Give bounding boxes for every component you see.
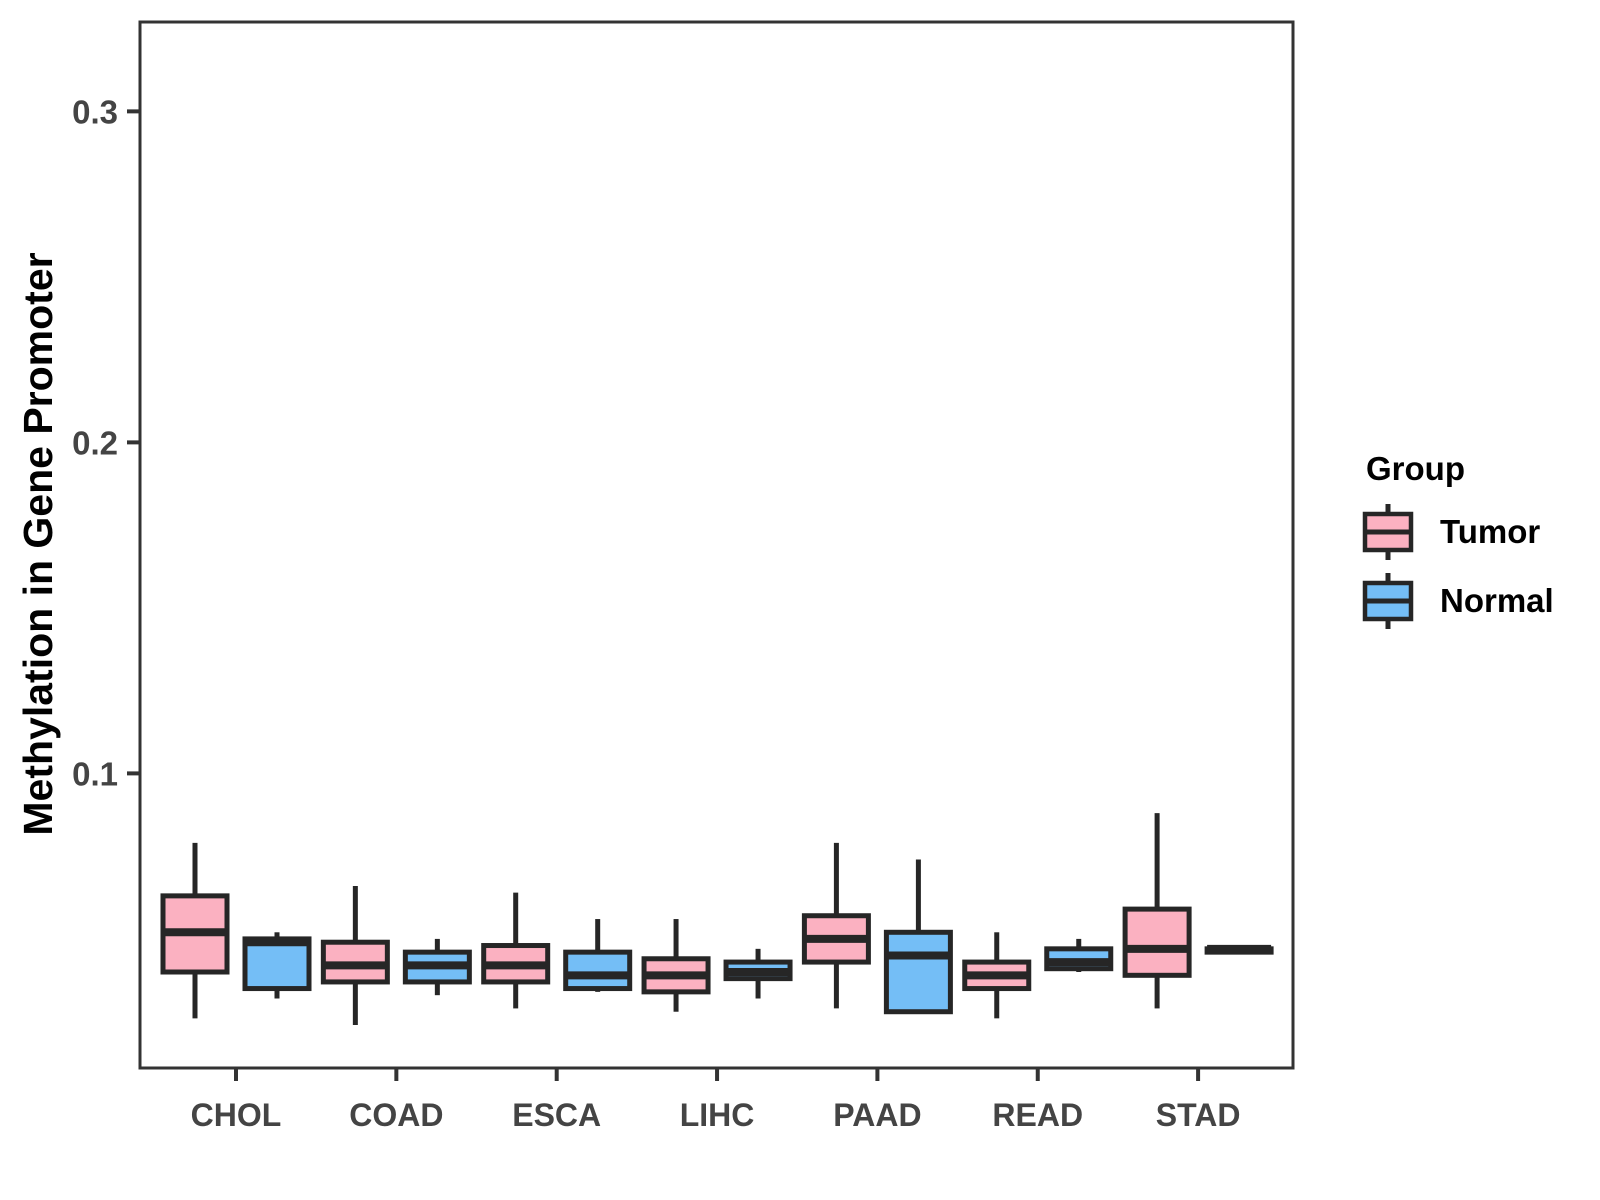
- boxplot-STAD-Tumor: [1122, 813, 1192, 1009]
- iqr-box: [1122, 906, 1192, 978]
- boxplot-READ-Normal: [1044, 938, 1114, 973]
- iqr-box: [242, 936, 312, 992]
- legend-item-tumor: Tumor: [1360, 500, 1554, 564]
- boxplot-LIHC-Normal: [723, 948, 793, 999]
- boxplot-ESCA-Normal: [563, 919, 633, 992]
- y-tick-label: 0.2: [72, 424, 118, 461]
- iqr-box: [563, 949, 633, 992]
- iqr-box: [883, 929, 953, 1015]
- boxplot-CHOL-Normal: [242, 932, 312, 999]
- y-tick-label: 0.3: [72, 93, 118, 130]
- x-tick-label: LIHC: [680, 1097, 755, 1133]
- legend-label-tumor: Tumor: [1440, 513, 1541, 550]
- x-tick-label: STAD: [1156, 1097, 1241, 1133]
- x-tick-label: CHOL: [191, 1097, 282, 1133]
- legend: Group Tumor Normal: [1360, 450, 1554, 638]
- plot-panel: [138, 20, 1295, 1070]
- y-axis-title: Methylation in Gene Promoter: [15, 252, 61, 836]
- x-tick-label: READ: [992, 1097, 1083, 1133]
- boxplot-PAAD-Normal: [883, 859, 953, 1015]
- y-tick-label: 0.1: [72, 755, 118, 792]
- boxplot-ESCA-Tumor: [481, 892, 551, 1009]
- boxplot-READ-Tumor: [962, 932, 1032, 1019]
- boxplot-PAAD-Tumor: [801, 842, 871, 1009]
- boxplot-STAD-Normal: [1204, 944, 1274, 955]
- x-tick-label: ESCA: [512, 1097, 601, 1133]
- boxplot-key-icon-normal: [1362, 573, 1414, 629]
- boxplot-COAD-Normal: [402, 938, 472, 996]
- legend-item-normal: Normal: [1360, 569, 1554, 633]
- legend-title: Group: [1366, 450, 1465, 487]
- boxplot-LIHC-Tumor: [641, 919, 711, 1012]
- x-tick-label: COAD: [349, 1097, 443, 1133]
- boxplot-CHOL-Tumor: [160, 842, 230, 1019]
- legend-label-normal: Normal: [1440, 582, 1554, 619]
- x-tick-label: PAAD: [833, 1097, 921, 1133]
- boxplot-COAD-Tumor: [320, 885, 390, 1025]
- boxplot-key-icon-tumor: [1362, 504, 1414, 560]
